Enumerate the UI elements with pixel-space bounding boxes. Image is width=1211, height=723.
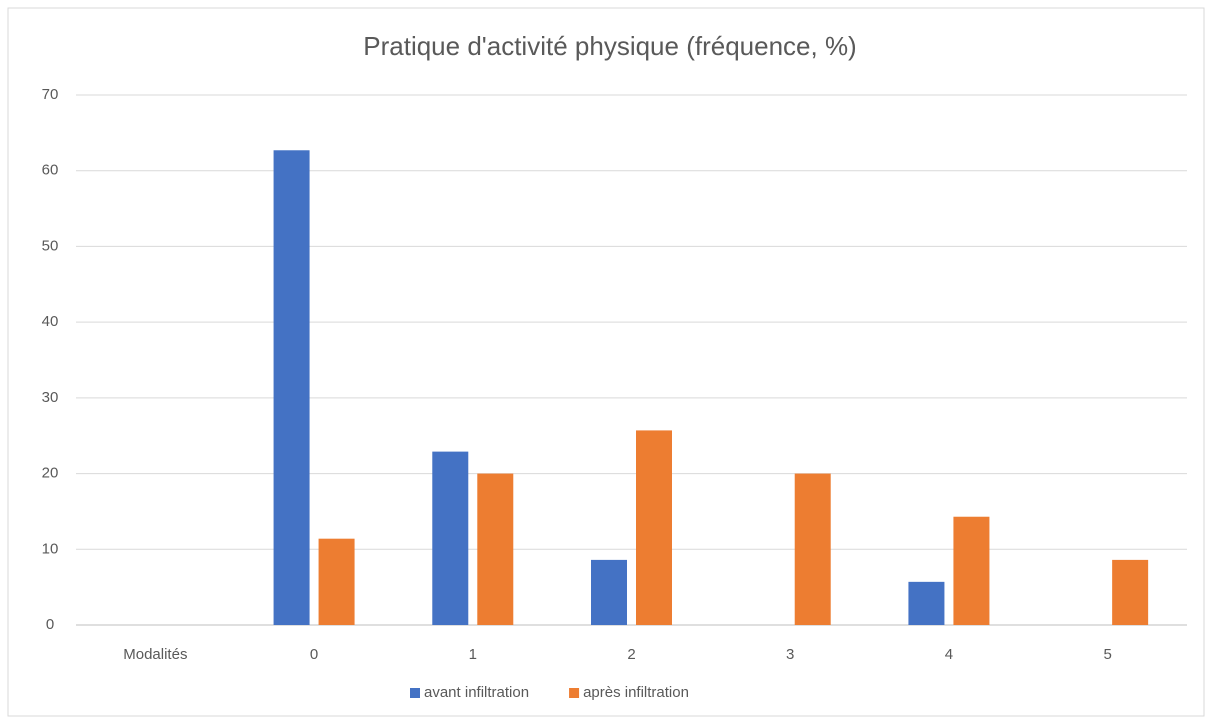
x-tick-label: 3 bbox=[786, 646, 794, 663]
x-tick-label: 0 bbox=[310, 646, 318, 663]
bar bbox=[908, 581, 945, 625]
x-tick-label: 4 bbox=[945, 646, 953, 663]
bar bbox=[953, 516, 990, 625]
legend-swatch bbox=[410, 688, 420, 698]
bar bbox=[477, 473, 514, 625]
y-tick-label: 40 bbox=[42, 313, 59, 330]
chart-title: Pratique d'activité physique (fréquence,… bbox=[363, 31, 856, 61]
bar bbox=[794, 473, 831, 625]
x-tick-label: 2 bbox=[627, 646, 635, 663]
bar bbox=[591, 559, 627, 625]
x-tick-label: Modalités bbox=[123, 646, 187, 663]
x-tick-label: 1 bbox=[469, 646, 477, 663]
y-tick-label: 60 bbox=[42, 162, 59, 179]
y-tick-label: 10 bbox=[42, 540, 59, 557]
legend-swatch bbox=[569, 688, 580, 698]
bar bbox=[273, 150, 310, 625]
legend-label: après infiltration bbox=[583, 684, 689, 701]
y-tick-label: 20 bbox=[42, 465, 59, 482]
bar bbox=[318, 538, 355, 625]
legend-label: avant infiltration bbox=[424, 684, 529, 701]
x-tick-label: 5 bbox=[1103, 646, 1111, 663]
bar bbox=[636, 430, 672, 625]
y-tick-label: 50 bbox=[42, 237, 59, 254]
y-tick-label: 30 bbox=[42, 389, 59, 406]
y-tick-label: 0 bbox=[46, 616, 54, 633]
bar bbox=[1112, 559, 1149, 625]
bar bbox=[432, 451, 469, 625]
y-tick-label: 70 bbox=[42, 86, 59, 103]
